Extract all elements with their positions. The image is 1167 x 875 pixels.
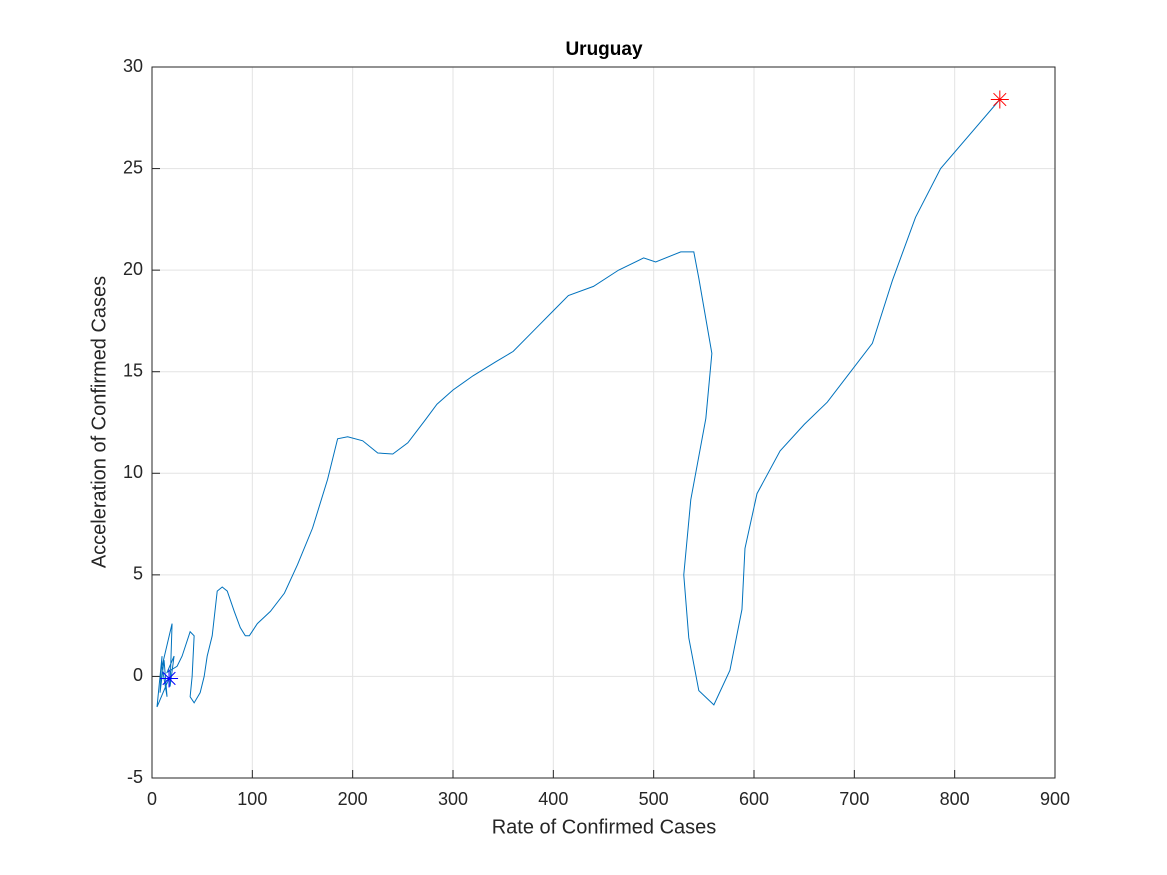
point-marker bbox=[990, 90, 1009, 109]
y-tick-label: 15 bbox=[123, 360, 143, 380]
y-tick-label: 0 bbox=[133, 665, 143, 685]
x-axis-label: Rate of Confirmed Cases bbox=[492, 816, 717, 838]
y-tick-label: -5 bbox=[127, 767, 143, 787]
x-tick-label: 300 bbox=[438, 789, 468, 809]
plot-frame bbox=[151, 66, 1056, 779]
x-tick-label: 700 bbox=[839, 789, 869, 809]
x-tick-label: 200 bbox=[338, 789, 368, 809]
x-tick-label: 600 bbox=[739, 789, 769, 809]
x-tick-label: 100 bbox=[237, 789, 267, 809]
data-line bbox=[156, 99, 1001, 708]
y-tick-label: 10 bbox=[123, 462, 143, 482]
x-tick-label: 400 bbox=[538, 789, 568, 809]
y-tick-label: 30 bbox=[123, 56, 143, 76]
marker-stroke bbox=[162, 671, 176, 686]
marker-stroke bbox=[993, 92, 1007, 107]
y-tick-label: 25 bbox=[123, 157, 143, 177]
y-axis-label: Acceleration of Confirmed Cases bbox=[88, 276, 110, 568]
x-tick-label: 0 bbox=[147, 789, 157, 809]
x-tick-label: 900 bbox=[1040, 789, 1070, 809]
x-tick-label: 800 bbox=[940, 789, 970, 809]
chart-title: Uruguay bbox=[565, 39, 643, 60]
y-tick-label: 20 bbox=[123, 259, 143, 279]
x-tick-label: 500 bbox=[639, 789, 669, 809]
y-tick-label: 5 bbox=[133, 564, 143, 584]
point-marker bbox=[160, 669, 179, 688]
